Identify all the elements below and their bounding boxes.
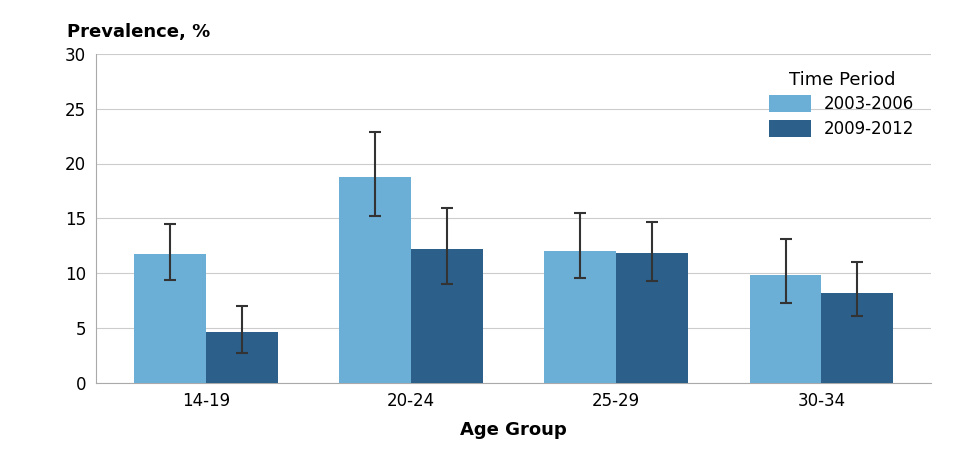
Bar: [616, 253, 688, 382]
Bar: [134, 254, 205, 382]
X-axis label: Age Group: Age Group: [460, 421, 567, 439]
Bar: [411, 249, 483, 382]
Bar: [750, 275, 822, 382]
Bar: [822, 292, 893, 382]
Text: Prevalence, %: Prevalence, %: [67, 22, 210, 40]
Bar: [205, 332, 277, 382]
Bar: [544, 251, 616, 382]
Legend: 2003-2006, 2009-2012: 2003-2006, 2009-2012: [761, 63, 923, 147]
Bar: [339, 177, 411, 382]
